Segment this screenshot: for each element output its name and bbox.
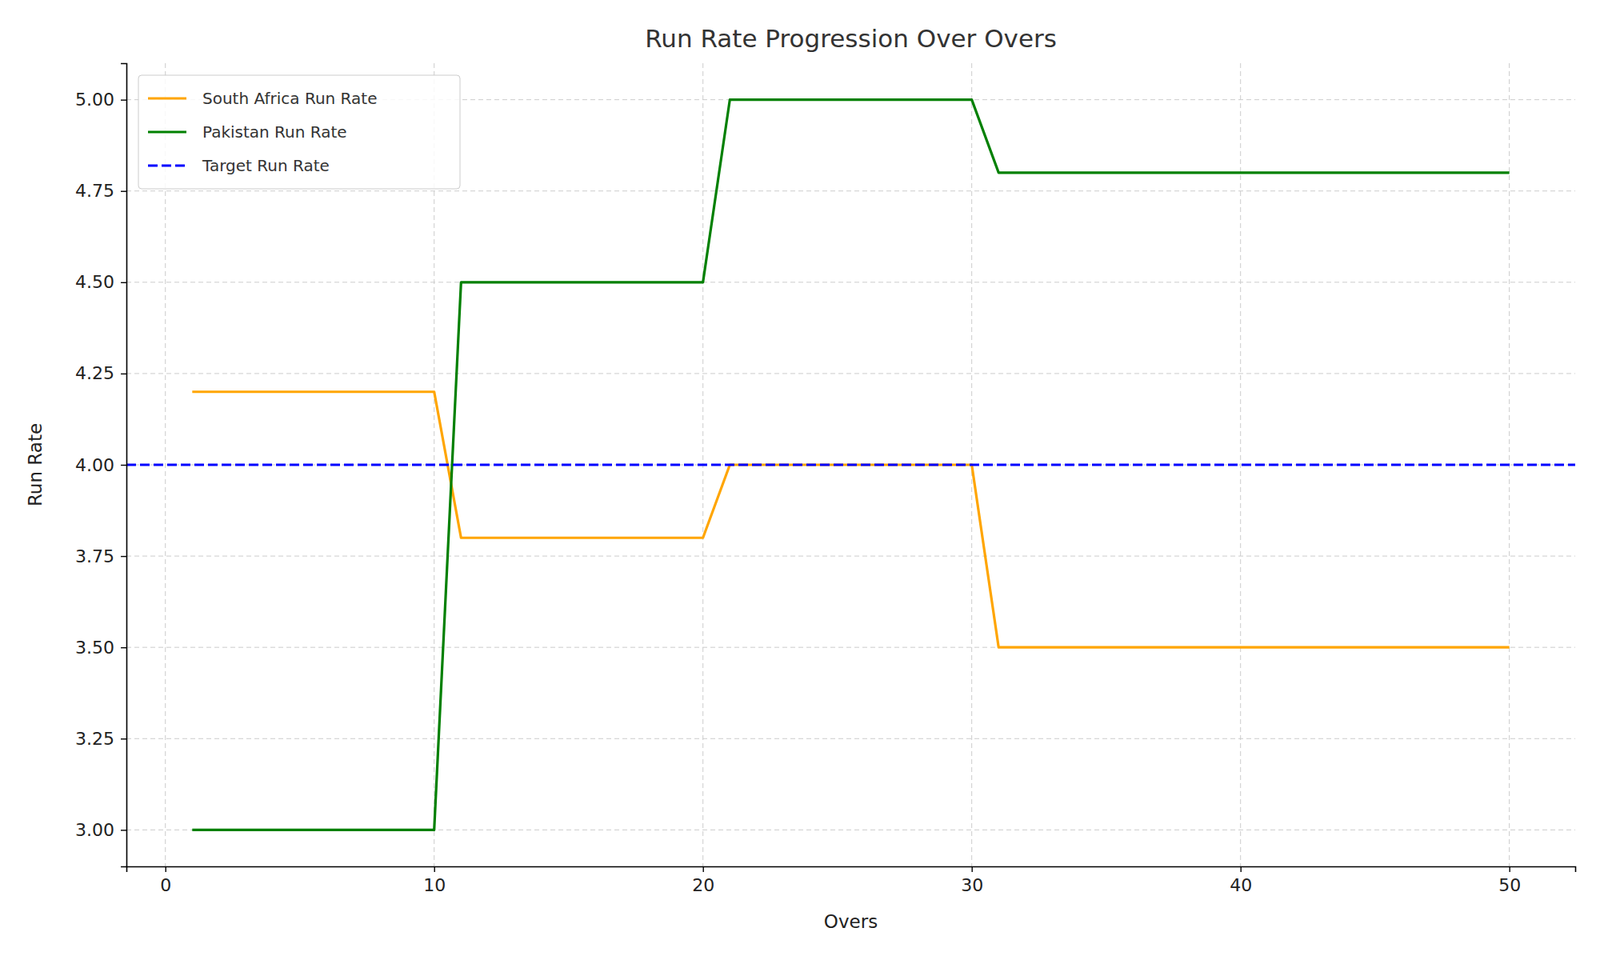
y-axis-label: Run Rate — [24, 423, 46, 507]
y-tick-mark — [120, 647, 127, 648]
lines — [126, 100, 1576, 831]
title: Run Rate Progression Over Overs — [644, 24, 1057, 53]
y-tick: 3.25 — [75, 728, 127, 749]
y-tick-mark — [120, 282, 127, 284]
legend-label: Pakistan Run Rate — [202, 122, 348, 142]
x-axis: 0 10 20 30 40 50 — [127, 866, 1576, 896]
x-tick-mark — [1240, 866, 1241, 872]
y-tick-mark — [120, 738, 127, 740]
y-tick: 3.00 — [75, 820, 127, 840]
legend-box — [138, 75, 460, 189]
x-tick: 10 — [423, 866, 446, 896]
x-tick-mark — [434, 866, 436, 872]
y-tick-label: 3.25 — [75, 728, 115, 749]
y-tick: 4.75 — [75, 180, 127, 201]
y-tick-mark — [120, 99, 127, 100]
x-axis-label: Overs — [824, 911, 878, 932]
y-tick-label: 3.50 — [75, 637, 115, 658]
grid-line-y — [126, 556, 1576, 557]
y-tick-mark — [120, 464, 127, 466]
legend-swatch — [148, 130, 187, 133]
y-tick-mark — [120, 191, 127, 192]
x-tick-label: 50 — [1498, 875, 1521, 896]
series-line — [126, 463, 1576, 466]
x-tick-mark — [703, 866, 704, 872]
x-tick-mark — [971, 866, 972, 872]
grid-line-y — [126, 190, 1576, 192]
x-tick: 0 — [160, 866, 172, 896]
chart: 0 10 20 30 40 50 3.00 3.25 3.50 3.75 4.00 4.25 4.50 4… — [0, 0, 1600, 960]
x-tick: 50 — [1498, 866, 1521, 896]
x-tick-label: 30 — [960, 875, 984, 896]
y-tick-label: 3.75 — [75, 546, 115, 567]
legend-label: Target Run Rate — [201, 156, 330, 176]
x-tick-label: 40 — [1229, 875, 1252, 896]
x-tick: 40 — [1229, 866, 1252, 896]
y-axis-line — [120, 64, 128, 868]
y-tick: 3.50 — [75, 637, 127, 658]
y-tick: 4.00 — [75, 455, 127, 476]
y-tick-mark — [120, 829, 127, 831]
x-tick-mark — [1508, 866, 1510, 872]
y-tick-label: 4.00 — [75, 455, 115, 476]
grid-line-y — [126, 281, 1576, 283]
plot: 0 10 20 30 40 50 3.00 3.25 3.50 3.75 4.00 4.25 4.50 4… — [75, 63, 1576, 896]
y-tick-label: 3.00 — [75, 820, 115, 840]
y-tick: 3.75 — [75, 546, 127, 567]
x-tick: 20 — [692, 866, 715, 896]
y-tick-mark — [120, 556, 127, 557]
grid-line-y — [126, 738, 1576, 740]
y-tick: 4.25 — [75, 363, 127, 384]
legend: South Africa Run Rate Pakistan Run Rate Ta… — [138, 75, 460, 189]
grid — [126, 63, 1576, 867]
x-axis-line — [127, 867, 1576, 873]
grid-line-y — [126, 464, 1576, 466]
x-tick-label: 10 — [423, 875, 446, 896]
x-tick-label: 20 — [692, 875, 715, 896]
x-tick-mark — [165, 866, 167, 872]
y-tick-label: 4.50 — [75, 272, 115, 292]
legend-label: South Africa Run Rate — [202, 88, 377, 108]
x-tick: 30 — [960, 866, 984, 896]
x-tick-label: 0 — [160, 875, 172, 896]
y-tick-label: 5.00 — [75, 89, 115, 110]
y-tick-label: 4.75 — [75, 180, 115, 201]
legend-swatch — [148, 96, 187, 100]
y-axis: 3.00 3.25 3.50 3.75 4.00 4.25 4.50 4.75 5.00 — [75, 64, 127, 868]
legend-swatch — [148, 164, 187, 167]
grid-line-y — [126, 372, 1576, 374]
y-tick-label: 4.25 — [75, 363, 115, 384]
y-tick: 4.50 — [75, 272, 127, 292]
y-tick-mark — [120, 373, 127, 375]
series-line — [192, 392, 1509, 648]
y-tick: 5.00 — [75, 89, 127, 110]
